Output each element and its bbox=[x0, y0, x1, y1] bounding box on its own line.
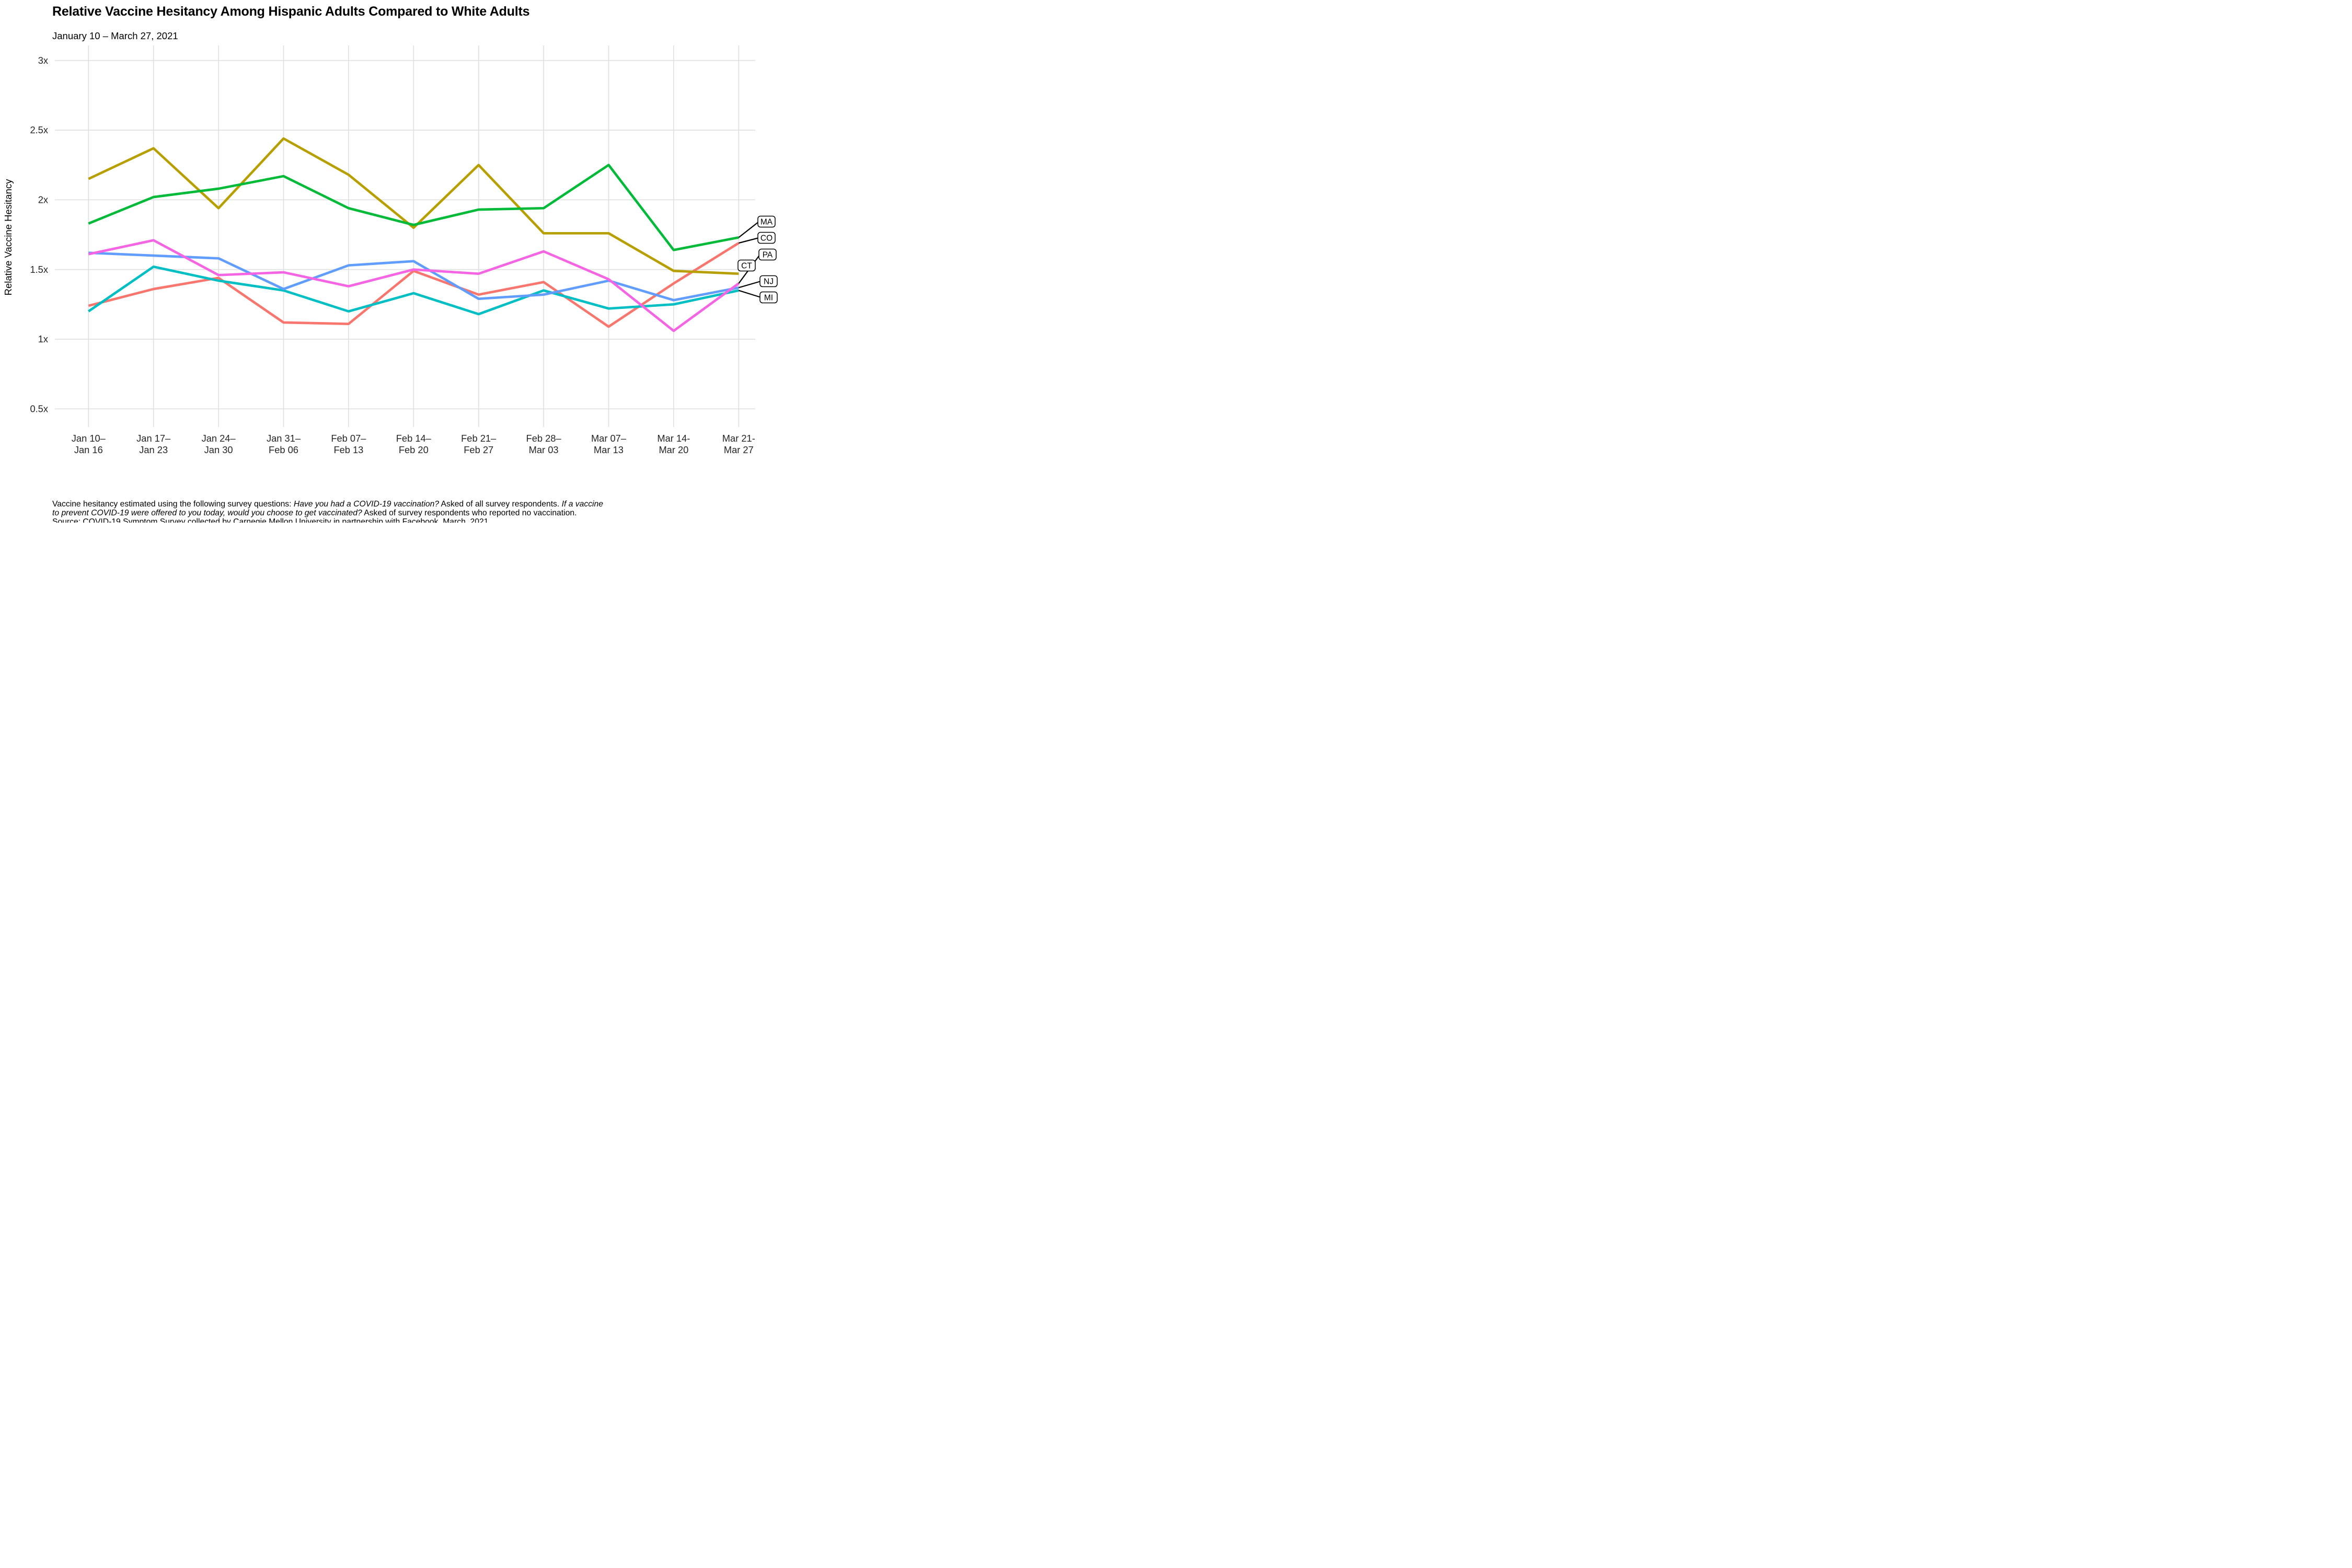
series-end-label-CO: CO bbox=[760, 234, 773, 243]
footnote-line: Source: COVID-19 Symptom Survey collecte… bbox=[52, 517, 763, 523]
footnote: Vaccine hesitancy estimated using the fo… bbox=[52, 500, 763, 523]
series-line-CT bbox=[88, 137, 739, 275]
label-leader-line bbox=[739, 237, 759, 244]
footnote-survey-question: Have you had a COVID-19 vaccination? bbox=[293, 500, 440, 509]
x-tick-label: Jan 24– Jan 30 bbox=[202, 433, 236, 455]
x-tick-label: Mar 14-Mar 20 bbox=[657, 433, 690, 455]
y-tick-label: 2x bbox=[38, 194, 48, 205]
x-tick-label: Feb 28– Mar 03 bbox=[526, 433, 562, 455]
series-end-label-box-PA bbox=[758, 248, 777, 261]
series-line-PA bbox=[88, 239, 740, 332]
x-tick-label: Feb 14– Feb 20 bbox=[396, 433, 432, 455]
footnote-survey-question: to prevent COVID-19 were offered to you … bbox=[52, 508, 362, 517]
series-end-label-box-CT bbox=[737, 259, 756, 272]
x-tick-label: Feb 07– Feb 13 bbox=[331, 433, 366, 455]
series-end-label-CT: CT bbox=[741, 262, 752, 271]
series-line-NJ bbox=[88, 251, 739, 302]
label-leader-line bbox=[738, 221, 759, 238]
series-line-CO bbox=[88, 242, 740, 328]
series-end-label-MA: MA bbox=[760, 218, 773, 227]
x-tick-label: Mar 21-Mar 27 bbox=[722, 433, 755, 455]
y-tick-label: 1x bbox=[38, 333, 48, 344]
y-tick-label: 1.5x bbox=[30, 264, 48, 275]
series-end-label-box-NJ bbox=[759, 275, 778, 287]
series-end-label-MI: MI bbox=[764, 294, 773, 303]
series-end-label-NJ: NJ bbox=[764, 278, 774, 286]
y-tick-label: 2.5x bbox=[30, 124, 48, 135]
series-end-label-box-MI bbox=[759, 291, 778, 304]
footnote-survey-question: If a vaccine bbox=[561, 500, 603, 509]
series-line-MI bbox=[87, 265, 739, 316]
label-leader-line bbox=[738, 290, 762, 298]
x-tick-label: Jan 10– Jan 16 bbox=[72, 433, 106, 455]
footnote-text: Vaccine hesitancy estimated using the fo… bbox=[52, 500, 294, 509]
line-chart-plot-area: 0.5x 1x 1.5x 2x 2.5x 3x Jan 10– Jan 16 Jan 17– Ja… bbox=[30, 45, 778, 455]
y-tick-label: 0.5x bbox=[30, 403, 48, 414]
series-line-MA bbox=[88, 164, 739, 251]
footnote-text: Asked of survey respondents who reported… bbox=[362, 508, 577, 517]
label-leader-line bbox=[738, 280, 762, 289]
footnote-line: Vaccine hesitancy estimated using the fo… bbox=[52, 500, 763, 509]
footnote-text: Asked of all survey respondents. bbox=[439, 500, 562, 509]
footnote-text: Source: COVID-19 Symptom Survey collecte… bbox=[52, 517, 491, 523]
chart-page: Relative Vaccine Hesitancy Among Hispani… bbox=[0, 0, 784, 523]
x-tick-label: Mar 07– Mar 13 bbox=[591, 433, 627, 455]
x-tick-label: Feb 21– Feb 27 bbox=[461, 433, 497, 455]
x-tick-label: Jan 17– Jan 23 bbox=[136, 433, 171, 455]
series-end-label-box-CO bbox=[757, 232, 776, 244]
chart-subtitle: January 10 – March 27, 2021 bbox=[52, 30, 178, 41]
footnote-line: to prevent COVID-19 were offered to you … bbox=[52, 509, 763, 518]
x-tick-label: Jan 31– Feb 06 bbox=[267, 433, 301, 455]
series-end-label-PA: PA bbox=[763, 251, 773, 260]
series-end-label-box-MA bbox=[757, 215, 776, 228]
chart-title: Relative Vaccine Hesitancy Among Hispani… bbox=[52, 4, 530, 19]
y-tick-label: 3x bbox=[38, 55, 48, 66]
